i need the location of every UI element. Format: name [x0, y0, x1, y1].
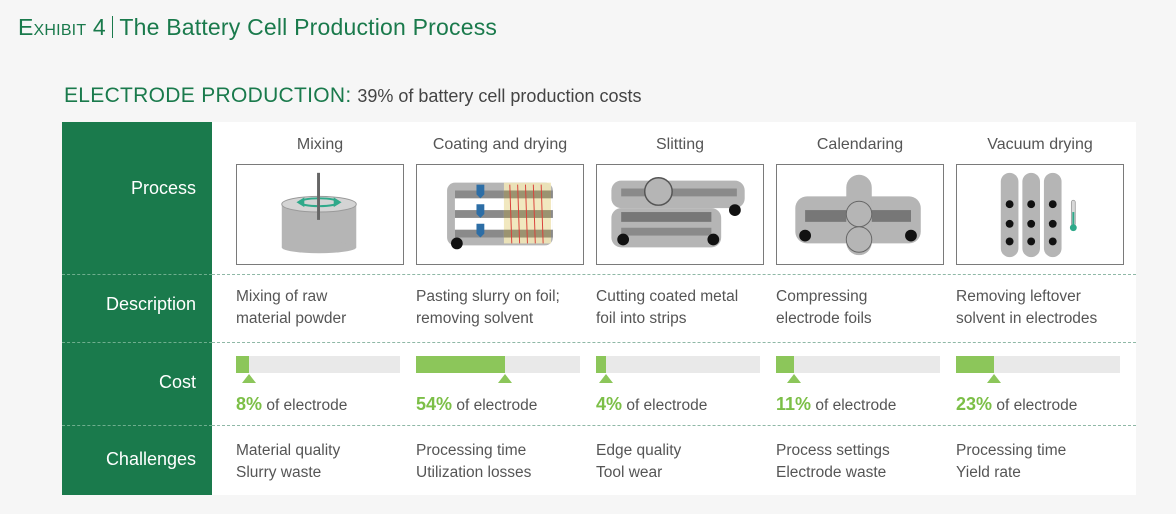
step-description: Removing leftover solvent in electrodes	[956, 286, 1136, 330]
cost-bar-fill	[776, 356, 795, 373]
cost-percent: 23%	[956, 394, 993, 414]
cost-bar	[776, 356, 940, 373]
process-table: Process Description Cost Challenges Mixi…	[62, 122, 1136, 495]
description-line: solvent in electrodes	[956, 310, 1098, 327]
coating-machine-icon	[447, 182, 553, 250]
step-column-vacuum-drying: Vacuum drying Removing leftover solvent …	[956, 122, 1124, 495]
exhibit-title-text: The Battery Cell Production Process	[119, 14, 498, 40]
cost-bar-marker	[497, 374, 512, 383]
cost-label: 23% of electrode	[956, 394, 1077, 415]
cost-bar	[416, 356, 580, 373]
step-title: Coating and drying	[432, 136, 568, 153]
step-column-coating: Coating and drying Pasting slurry on fo	[416, 122, 584, 495]
row-divider	[62, 274, 212, 275]
challenge-line: Yield rate	[956, 464, 1021, 481]
step-description: Mixing of raw material powder	[236, 286, 416, 330]
calendaring-rollers-icon	[795, 174, 921, 256]
description-line: Cutting coated metal	[596, 288, 739, 305]
description-line: electrode foils	[776, 310, 872, 327]
section-heading: ELECTRODE PRODUCTION: 39% of battery cel…	[64, 84, 642, 108]
cost-label: 54% of electrode	[416, 394, 537, 415]
challenge-line: Processing time	[956, 442, 1067, 459]
step-description: Cutting coated metal foil into strips	[596, 286, 776, 330]
row-label-column: Process Description Cost Challenges	[62, 122, 212, 495]
cost-suffix: of electrode	[456, 397, 538, 414]
step-illustration	[236, 164, 404, 265]
step-column-slitting: Slitting Cutting coated metal foil into …	[596, 122, 764, 495]
row-divider	[62, 425, 212, 426]
row-label-process: Process	[130, 178, 196, 198]
cost-bar-fill	[596, 356, 606, 373]
step-title: Calendaring	[816, 136, 904, 153]
section-heading-label: ELECTRODE PRODUCTION:	[64, 84, 352, 107]
section-subheading: 39% of battery cell production costs	[357, 86, 642, 106]
description-line: material powder	[236, 310, 347, 327]
challenge-line: Slurry waste	[236, 464, 322, 481]
step-description: Compressing electrode foils	[776, 286, 956, 330]
row-divider	[62, 342, 212, 343]
row-label-challenges: Challenges	[105, 449, 196, 469]
cost-bar-fill	[236, 356, 250, 373]
challenge-line: Processing time	[416, 442, 527, 459]
cost-suffix: of electrode	[996, 397, 1078, 414]
step-title: Mixing	[296, 136, 344, 153]
description-line: removing solvent	[416, 310, 534, 327]
challenge-line: Material quality	[236, 442, 341, 459]
exhibit-label: Exhibit 4	[18, 14, 106, 40]
cost-suffix: of electrode	[815, 397, 897, 414]
exhibit-separator	[111, 16, 114, 38]
challenge-line: Electrode waste	[776, 464, 887, 481]
challenge-line: Tool wear	[596, 464, 663, 481]
cost-percent: 8%	[236, 394, 263, 414]
description-line: Removing leftover	[956, 288, 1081, 305]
cost-percent: 54%	[416, 394, 453, 414]
step-title: Vacuum drying	[987, 136, 1093, 153]
challenge-line: Edge quality	[596, 442, 682, 459]
row-label-description: Description	[105, 294, 196, 314]
cost-label: 8% of electrode	[236, 394, 347, 415]
row-divider	[212, 274, 1136, 275]
description-line: Compressing	[776, 288, 868, 305]
cost-bar-fill	[416, 356, 505, 373]
cost-bar-marker	[787, 374, 802, 383]
description-line: Pasting slurry on foil;	[416, 288, 560, 305]
cost-bar-marker	[242, 374, 257, 383]
step-challenges: Material quality Slurry waste	[236, 440, 416, 484]
step-column-mixing: Mixing Mixing of raw material powder 8% …	[236, 122, 404, 495]
row-divider	[212, 342, 1136, 343]
description-line: foil into strips	[596, 310, 687, 327]
step-illustration	[416, 164, 584, 265]
cost-bar-fill	[956, 356, 994, 373]
cost-suffix: of electrode	[266, 397, 348, 414]
step-illustration	[776, 164, 944, 265]
step-column-calendaring: Calendaring Compressing electrode foils …	[776, 122, 944, 495]
step-illustration	[956, 164, 1124, 265]
step-challenges: Processing time Yield rate	[956, 440, 1136, 484]
cost-bar-marker	[599, 374, 613, 383]
cost-percent: 4%	[596, 394, 623, 414]
step-challenges: Process settings Electrode waste	[776, 440, 956, 484]
step-illustration	[596, 164, 764, 265]
row-divider	[212, 425, 1136, 426]
row-label-cost: Cost	[158, 372, 196, 392]
challenge-line: Utilization losses	[416, 464, 532, 481]
cost-bar	[236, 356, 400, 373]
cost-percent: 11%	[776, 394, 812, 414]
slitting-machine-icon	[611, 177, 745, 248]
cost-suffix: of electrode	[626, 397, 708, 414]
challenge-line: Process settings	[776, 442, 890, 459]
step-title: Slitting	[655, 136, 705, 153]
step-challenges: Processing time Utilization losses	[416, 440, 596, 484]
mixing-tank-icon	[281, 172, 357, 254]
exhibit-title: Exhibit 4 The Battery Cell Production Pro…	[18, 14, 497, 41]
cost-bar	[596, 356, 760, 373]
step-challenges: Edge quality Tool wear	[596, 440, 776, 484]
cost-bar-marker	[986, 374, 1001, 383]
cost-label: 11% of electrode	[776, 394, 896, 415]
step-description: Pasting slurry on foil; removing solvent	[416, 286, 596, 330]
cost-bar	[956, 356, 1120, 373]
description-line: Mixing of raw	[236, 288, 328, 305]
cost-label: 4% of electrode	[596, 394, 707, 415]
vacuum-oven-icon	[1000, 172, 1077, 258]
